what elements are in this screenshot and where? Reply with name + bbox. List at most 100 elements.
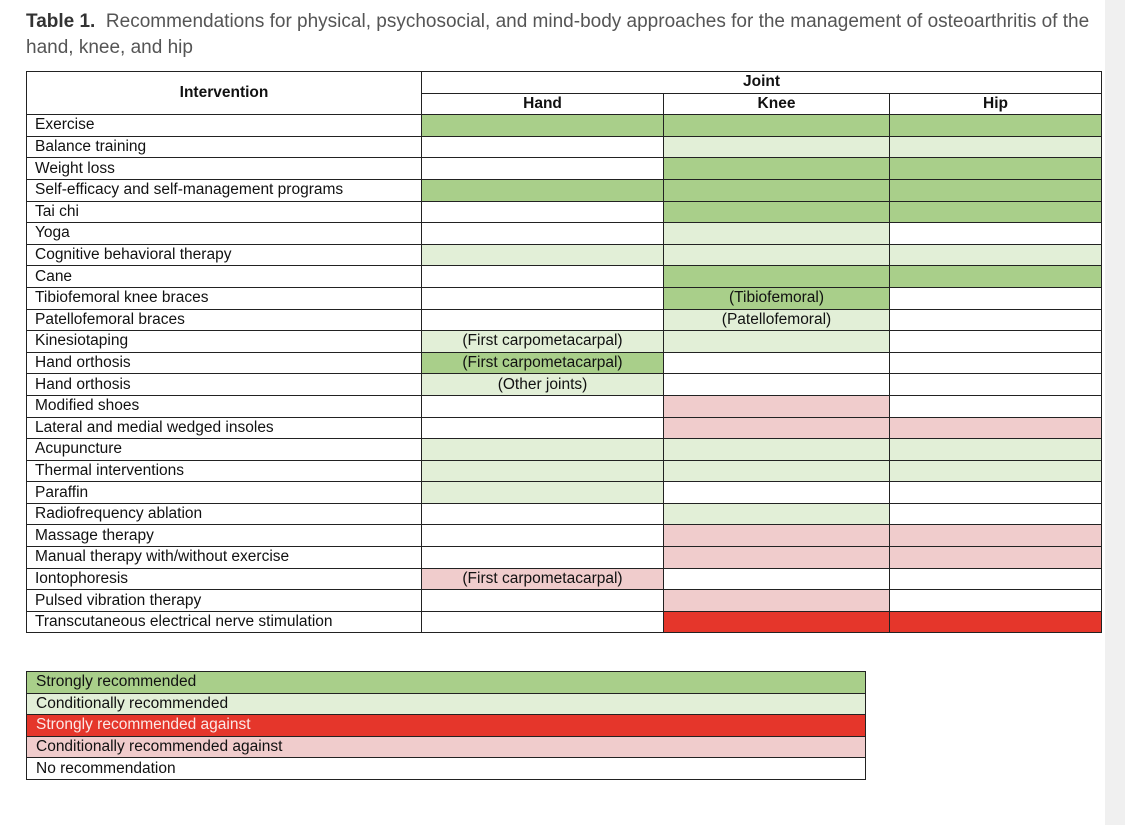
- knee-recommendation-cell: [663, 373, 890, 396]
- hip-recommendation-cell: [888, 157, 1103, 180]
- table-caption: Table 1. Recommendations for physical, p…: [26, 9, 1101, 61]
- knee-column-header: Knee: [663, 92, 890, 116]
- intervention-name: Paraffin: [26, 481, 422, 504]
- hip-recommendation-cell: [888, 178, 1103, 202]
- intervention-header: Intervention: [26, 70, 422, 116]
- recommendations-table: Intervention Joint Hand Knee Hip Exercis…: [26, 70, 1103, 634]
- knee-recommendation-cell: [663, 610, 890, 634]
- legend-item: No recommendation: [26, 757, 866, 780]
- hand-recommendation-cell: [421, 157, 664, 180]
- knee-recommendation-cell: [663, 135, 890, 159]
- knee-recommendation-cell: [663, 481, 890, 504]
- hand-recommendation-cell: [421, 546, 664, 569]
- table-row: Iontophoresis (First carpometacarpal): [26, 567, 1103, 591]
- legend-item: Strongly recommended: [26, 671, 866, 694]
- hand-recommendation-cell: [421, 265, 664, 288]
- intervention-name: Hand orthosis: [26, 373, 422, 396]
- hip-recommendation-cell: [888, 243, 1103, 267]
- table-caption-text: Recommendations for physical, psychosoci…: [26, 11, 1090, 58]
- knee-recommendation-cell: [663, 546, 890, 569]
- hand-recommendation-cell: [421, 394, 664, 418]
- hand-column-header: Hand: [421, 92, 664, 116]
- table-row: Massage therapy: [26, 524, 1103, 548]
- hand-recommendation-cell: (First carpometacarpal): [421, 567, 664, 591]
- hand-recommendation-cell: [421, 114, 664, 137]
- knee-recommendation-cell: [663, 524, 890, 548]
- knee-recommendation-cell: [663, 178, 890, 202]
- hip-recommendation-cell: [888, 265, 1103, 288]
- table-row: Weight loss: [26, 157, 1103, 180]
- table-row: Tibiofemoral knee braces (Tibiofemoral): [26, 286, 1103, 310]
- knee-recommendation-cell: [663, 416, 890, 440]
- knee-recommendation-cell: [663, 222, 890, 245]
- hip-recommendation-cell: [888, 135, 1103, 159]
- table-row: Kinesiotaping (First carpometacarpal): [26, 330, 1103, 353]
- hand-recommendation-cell: [421, 178, 664, 202]
- legend-row: No recommendation: [26, 757, 866, 780]
- table-row: Radiofrequency ablation: [26, 502, 1103, 526]
- intervention-name: Yoga: [26, 222, 422, 245]
- intervention-name: Lateral and medial wedged insoles: [26, 416, 422, 440]
- hip-recommendation-cell: [888, 546, 1103, 569]
- legend-item: Strongly recommended against: [26, 714, 866, 737]
- hip-recommendation-cell: [888, 438, 1103, 461]
- intervention-name: Iontophoresis: [26, 567, 422, 591]
- table-body: Exercise Balance training Weight loss Self-…: [26, 114, 1103, 634]
- table-row: Cane: [26, 265, 1103, 288]
- hand-recommendation-cell: [421, 481, 664, 504]
- knee-recommendation-cell: [663, 157, 890, 180]
- hip-recommendation-cell: [888, 373, 1103, 396]
- table-row: Balance training: [26, 135, 1103, 159]
- hand-recommendation-cell: [421, 243, 664, 267]
- legend-table: Strongly recommended Conditionally recomm…: [26, 671, 866, 780]
- hand-recommendation-cell: (First carpometacarpal): [421, 330, 664, 353]
- legend-row: Conditionally recommended: [26, 692, 866, 716]
- intervention-name: Massage therapy: [26, 524, 422, 548]
- knee-recommendation-cell: [663, 200, 890, 224]
- table-row: Lateral and medial wedged insoles: [26, 416, 1103, 440]
- hip-recommendation-cell: [888, 524, 1103, 548]
- legend-item: Conditionally recommended against: [26, 735, 866, 759]
- table-row: Modified shoes: [26, 394, 1103, 418]
- intervention-name: Manual therapy with/without exercise: [26, 546, 422, 569]
- table-row: Cognitive behavioral therapy: [26, 243, 1103, 267]
- hip-recommendation-cell: [888, 308, 1103, 332]
- hand-recommendation-cell: [421, 438, 664, 461]
- hand-recommendation-cell: [421, 459, 664, 483]
- joint-header: Joint: [420, 71, 1103, 94]
- intervention-name: Cognitive behavioral therapy: [26, 243, 422, 267]
- intervention-name: Thermal interventions: [26, 459, 422, 483]
- knee-recommendation-cell: (Tibiofemoral): [663, 286, 890, 310]
- knee-recommendation-cell: [663, 567, 890, 591]
- table-row: Pulsed vibration therapy: [26, 589, 1103, 612]
- legend-row: Strongly recommended: [26, 671, 866, 694]
- knee-recommendation-cell: [663, 459, 890, 483]
- intervention-name: Radiofrequency ablation: [26, 502, 422, 526]
- intervention-name: Balance training: [26, 135, 422, 159]
- intervention-name: Exercise: [26, 114, 422, 137]
- hip-recommendation-cell: [888, 330, 1103, 353]
- hip-recommendation-cell: [888, 502, 1103, 526]
- table-row: Yoga: [26, 222, 1103, 245]
- hip-recommendation-cell: [888, 567, 1103, 591]
- table-row: Manual therapy with/without exercise: [26, 546, 1103, 569]
- hand-recommendation-cell: [421, 200, 664, 224]
- table-row: Patellofemoral braces (Patellofemoral): [26, 308, 1103, 332]
- hand-recommendation-cell: [421, 610, 664, 634]
- legend-row: Conditionally recommended against: [26, 735, 866, 759]
- hip-recommendation-cell: [888, 416, 1103, 440]
- hip-recommendation-cell: [888, 200, 1103, 224]
- knee-recommendation-cell: [663, 243, 890, 267]
- hip-recommendation-cell: [888, 610, 1103, 634]
- intervention-name: Kinesiotaping: [26, 330, 422, 353]
- hip-recommendation-cell: [888, 222, 1103, 245]
- hip-recommendation-cell: [888, 394, 1103, 418]
- hand-recommendation-cell: [421, 502, 664, 526]
- knee-recommendation-cell: [663, 265, 890, 288]
- intervention-name: Tibiofemoral knee braces: [26, 286, 422, 310]
- knee-recommendation-cell: [663, 438, 890, 461]
- knee-recommendation-cell: [663, 394, 890, 418]
- hand-recommendation-cell: [421, 416, 664, 440]
- table-row: Acupuncture: [26, 438, 1103, 461]
- table-row: Hand orthosis (Other joints): [26, 373, 1103, 396]
